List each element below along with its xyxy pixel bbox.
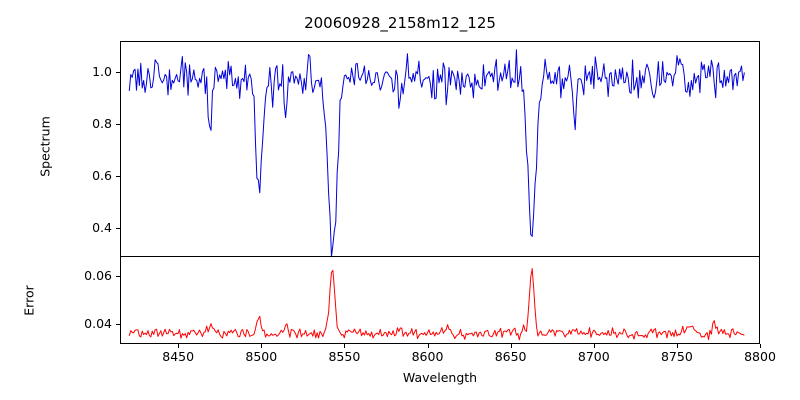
spectrum-y-axis-label: Spectrum [37,116,53,177]
x-axis-label: Wavelength [402,370,478,385]
error-y-tick-label: 0.06 [84,268,112,284]
x-tick-label: 8650 [494,349,527,364]
spectrum-y-tick-mark [116,72,120,74]
x-tick-label: 8450 [162,349,195,364]
flux-error-line [128,268,745,341]
x-tick-label: 8550 [328,349,361,364]
x-tick-mark [510,344,512,348]
x-tick-mark [593,344,595,348]
spectrum-y-tick-mark [116,175,120,177]
spectrum-y-tick-mark [116,123,120,125]
x-tick-label: 8700 [577,349,610,364]
spectrum-panel [120,41,760,258]
x-tick-label: 8600 [411,349,444,364]
chart-title: 20060928_2158m12_125 [304,14,496,32]
x-tick-label: 8800 [744,349,776,364]
error-plot-area [128,268,745,341]
spectrum-y-tick-mark [116,227,120,229]
error-y-tick-label: 0.04 [84,315,112,331]
error-y-axis-label: Error [21,285,37,316]
spectrum-y-tick-label: 1.0 [92,64,112,80]
error-panel [120,256,760,344]
x-tick-mark [344,344,346,348]
error-y-tick-mark [116,323,120,325]
spectrum-y-tick-label: 0.6 [92,167,112,183]
spectrum-plot-area [128,49,745,258]
spectrum-y-tick-label: 0.8 [92,115,112,131]
x-tick-mark [427,344,429,348]
x-tick-mark [261,344,263,348]
spectrum-y-tick-label: 0.4 [92,219,112,235]
error-y-tick-mark [116,276,120,278]
x-tick-label: 8500 [245,349,278,364]
x-tick-mark [676,344,678,348]
x-tick-mark [178,344,180,348]
normalized-flux-line [128,49,745,258]
x-tick-label: 8750 [660,349,693,364]
x-tick-mark [760,344,762,348]
